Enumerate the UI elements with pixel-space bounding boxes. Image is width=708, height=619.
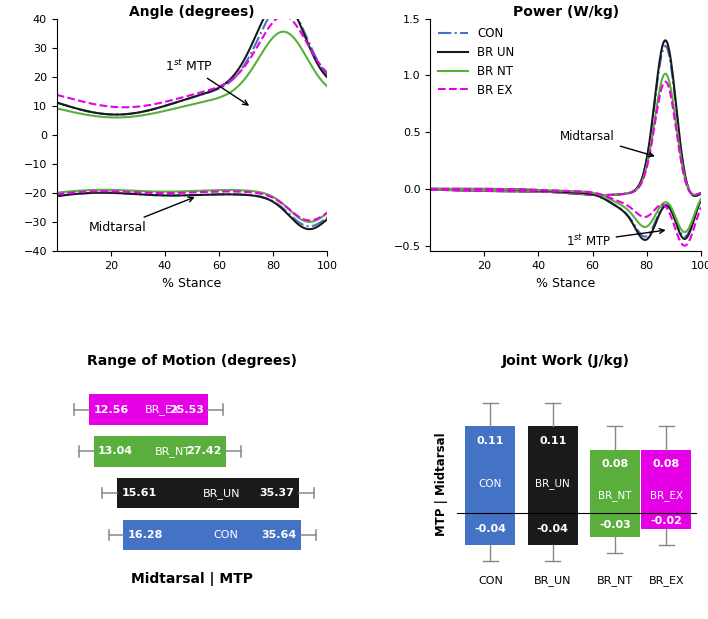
Text: 35.64: 35.64 [262, 530, 297, 540]
Text: BR_NT: BR_NT [598, 490, 632, 501]
Title: Joint Work (J/kg): Joint Work (J/kg) [501, 353, 629, 368]
Bar [641, 513, 692, 529]
Text: BR_UN: BR_UN [202, 488, 240, 499]
Text: 0.11: 0.11 [539, 436, 566, 446]
Text: 16.28: 16.28 [127, 530, 163, 540]
Text: 27.42: 27.42 [186, 446, 222, 456]
Text: -0.04: -0.04 [474, 524, 506, 534]
Text: BR_UN: BR_UN [535, 478, 570, 489]
Text: 1$^{st}$ MTP: 1$^{st}$ MTP [165, 58, 248, 105]
Text: CON: CON [478, 576, 503, 586]
Legend: CON, BR UN, BR NT, BR EX: CON, BR UN, BR NT, BR EX [436, 25, 517, 99]
Title: Range of Motion (degrees): Range of Motion (degrees) [87, 353, 297, 368]
Text: 0.08: 0.08 [601, 459, 629, 469]
Text: 0.11: 0.11 [476, 436, 504, 446]
Text: Midtarsal: Midtarsal [89, 197, 193, 234]
Text: Midtarsal | MTP: Midtarsal | MTP [131, 573, 253, 586]
Text: 0.08: 0.08 [653, 459, 680, 469]
Text: 25.53: 25.53 [169, 405, 205, 415]
Text: BR_EX: BR_EX [649, 576, 684, 586]
Text: BR_UN: BR_UN [534, 576, 571, 586]
Text: -0.04: -0.04 [537, 524, 569, 534]
Text: Midtarsal: Midtarsal [560, 130, 653, 157]
Title: Angle (degrees): Angle (degrees) [129, 4, 255, 19]
Text: 13.04: 13.04 [98, 446, 133, 456]
Text: BR_EX: BR_EX [650, 490, 683, 501]
Text: BR_NT: BR_NT [597, 576, 633, 586]
Text: -0.03: -0.03 [599, 520, 631, 530]
Text: 35.37: 35.37 [260, 488, 295, 498]
Text: MTP | Midtarsal: MTP | Midtarsal [435, 432, 447, 536]
Title: Power (W/kg): Power (W/kg) [513, 4, 619, 19]
Text: BR_NT: BR_NT [155, 446, 191, 457]
Text: 12.56: 12.56 [93, 405, 129, 415]
Text: 15.61: 15.61 [121, 488, 156, 498]
Text: CON: CON [213, 530, 239, 540]
Text: BR_EX: BR_EX [144, 404, 180, 415]
Text: 1$^{st}$ MTP: 1$^{st}$ MTP [566, 228, 664, 249]
Text: CON: CON [479, 479, 502, 489]
X-axis label: % Stance: % Stance [536, 277, 595, 290]
X-axis label: % Stance: % Stance [162, 277, 222, 290]
Text: -0.02: -0.02 [651, 516, 683, 526]
